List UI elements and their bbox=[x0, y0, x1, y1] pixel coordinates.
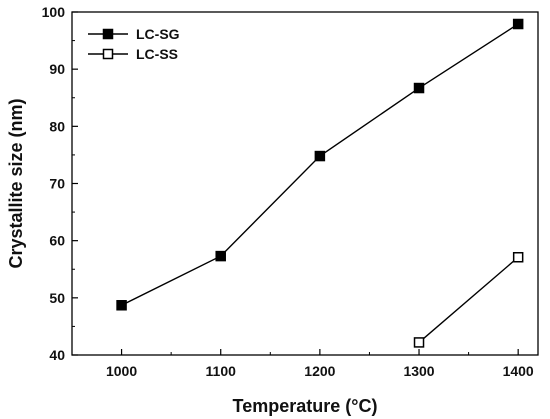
series-lc-sg bbox=[116, 18, 524, 311]
legend-item: LC-SG bbox=[88, 26, 180, 42]
x-tick-label: 1100 bbox=[206, 363, 237, 379]
legend: LC-SG LC-SS bbox=[88, 26, 180, 62]
y-tick-label: 60 bbox=[49, 233, 65, 249]
y-tick-label: 100 bbox=[42, 4, 66, 20]
series-line bbox=[121, 23, 519, 306]
y-tick-label: 80 bbox=[49, 118, 65, 134]
legend-marker bbox=[102, 48, 114, 60]
series-layer bbox=[116, 18, 524, 348]
y-tick-label: 70 bbox=[49, 176, 65, 192]
plot-frame bbox=[71, 11, 539, 356]
x-tick-label: 1300 bbox=[403, 363, 434, 379]
data-point bbox=[512, 18, 524, 30]
series-line bbox=[418, 256, 519, 343]
x-tick-label: 1200 bbox=[304, 363, 335, 379]
legend-marker bbox=[102, 28, 114, 40]
series-lc-ss bbox=[413, 251, 524, 348]
legend-item: LC-SS bbox=[88, 46, 178, 62]
legend-label: LC-SS bbox=[136, 46, 178, 62]
data-point bbox=[413, 82, 425, 94]
x-tick-label: 1400 bbox=[503, 363, 534, 379]
y-tick-label: 40 bbox=[49, 347, 65, 363]
y-tick-label: 50 bbox=[49, 290, 65, 306]
data-point bbox=[314, 150, 326, 162]
y-tick-label: 90 bbox=[49, 61, 65, 77]
x-tick-label: 1000 bbox=[106, 363, 137, 379]
y-axis-title: Crystallite size (nm) bbox=[6, 98, 26, 268]
data-point bbox=[215, 250, 226, 262]
data-point bbox=[116, 300, 127, 311]
legend-label: LC-SG bbox=[136, 26, 180, 42]
data-point bbox=[512, 251, 524, 263]
ticks-layer: 1000 1100 1200 1300 1400 40 50 60 70 80 90 100 bbox=[42, 4, 534, 379]
data-point bbox=[413, 337, 425, 348]
x-axis-title: Temperature (°C) bbox=[233, 396, 378, 416]
